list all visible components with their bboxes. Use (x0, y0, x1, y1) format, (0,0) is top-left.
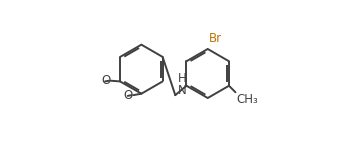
Text: Br: Br (209, 32, 222, 45)
Text: H
N: H N (178, 72, 187, 97)
Text: O: O (124, 89, 133, 102)
Text: O: O (101, 74, 110, 87)
Text: CH₃: CH₃ (236, 93, 258, 106)
